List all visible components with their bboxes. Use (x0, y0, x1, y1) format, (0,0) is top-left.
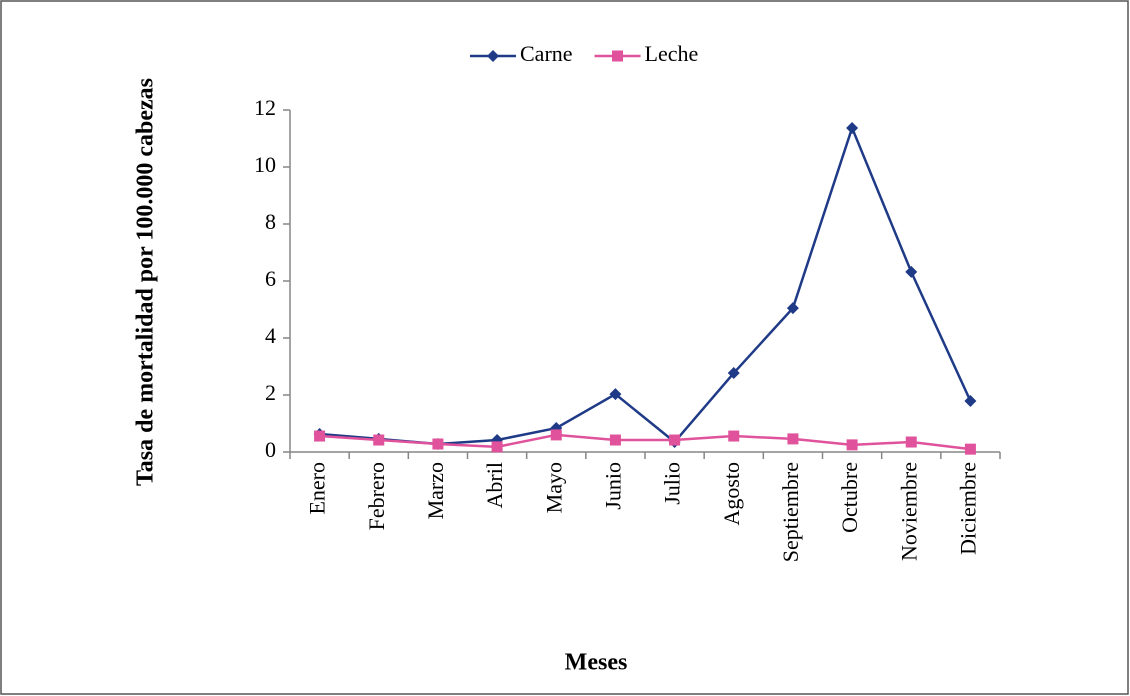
x-tick-label: Septiembre (778, 462, 803, 562)
x-tick-label: Junio (600, 462, 625, 510)
legend-label: Carne (520, 41, 573, 66)
x-tick-label: Mayo (541, 462, 566, 513)
point (314, 430, 326, 442)
x-tick-label: Abril (482, 462, 507, 508)
point (905, 265, 918, 278)
y-axis-label: Tasa de mortalidad por 100.000 cabezas (133, 78, 159, 486)
y-tick-label: 0 (265, 437, 276, 462)
x-tick-label: Noviembre (896, 462, 921, 561)
point (786, 302, 799, 315)
y-tick-label: 2 (265, 380, 276, 405)
x-tick-label: Diciembre (955, 462, 980, 555)
point (964, 394, 977, 407)
point (550, 429, 562, 441)
point (905, 436, 917, 448)
y-tick-label: 4 (265, 323, 276, 348)
point (609, 388, 622, 401)
series-line (319, 433, 971, 451)
point (846, 439, 858, 451)
point (609, 434, 621, 446)
legend-label: Leche (645, 41, 699, 66)
legend-marker (612, 50, 624, 62)
point (491, 441, 503, 453)
point (727, 367, 740, 380)
point (787, 433, 799, 445)
y-tick-label: 10 (254, 152, 276, 177)
point (432, 438, 444, 450)
y-tick-label: 6 (265, 266, 276, 291)
x-axis-label: Meses (565, 650, 628, 676)
y-tick-label: 8 (265, 209, 276, 234)
x-tick-label: Enero (305, 462, 330, 515)
point (728, 430, 740, 442)
point (964, 443, 976, 455)
x-tick-label: Agosto (719, 462, 744, 526)
x-tick-label: Febrero (364, 462, 389, 530)
legend-marker (487, 50, 499, 62)
y-tick-label: 12 (254, 95, 276, 120)
x-tick-label: Octubre (837, 462, 862, 533)
point (669, 434, 681, 446)
series-line (319, 124, 972, 446)
x-tick-label: Marzo (423, 462, 448, 519)
x-tick-label: Julio (660, 462, 685, 505)
point (846, 121, 859, 134)
point (373, 434, 385, 446)
